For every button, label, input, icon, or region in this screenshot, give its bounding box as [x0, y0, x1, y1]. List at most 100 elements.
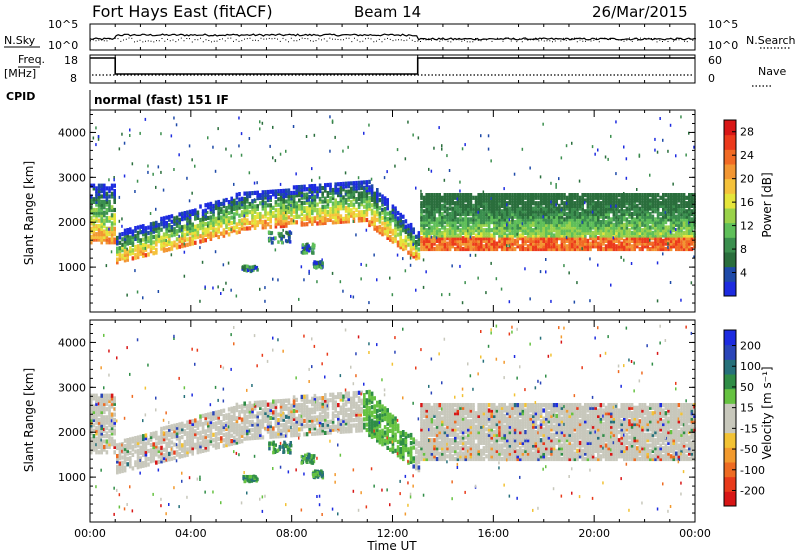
power-cell	[482, 206, 486, 211]
power-cell	[630, 217, 634, 222]
velocity-cell	[238, 404, 241, 409]
power-cell	[240, 221, 244, 226]
power-speckle	[212, 145, 214, 149]
power-cell	[586, 206, 590, 211]
power-speckle	[448, 292, 451, 296]
power-cell	[680, 225, 683, 230]
power-cell	[526, 225, 530, 230]
power-cell	[662, 201, 665, 206]
velocity-cell	[251, 419, 254, 424]
power-cell	[581, 228, 584, 233]
power-blob	[303, 247, 306, 251]
power-cell	[516, 198, 519, 203]
velocity-speckle	[264, 494, 266, 498]
power-cell	[516, 201, 519, 206]
power-cell	[584, 209, 587, 214]
power-cell	[212, 222, 215, 227]
power-cell	[597, 220, 600, 225]
power-cell	[287, 199, 291, 204]
velocity-cell	[97, 396, 101, 401]
power-speckle	[285, 149, 287, 153]
power-cell	[415, 245, 418, 250]
power-cell	[680, 193, 683, 198]
power-speckle	[357, 193, 360, 197]
power-cell	[97, 218, 101, 223]
velocity-cell	[212, 416, 215, 421]
power-cell	[441, 238, 444, 243]
power-cell	[630, 236, 634, 241]
power-cell	[422, 228, 426, 233]
velocity-speckle	[220, 501, 222, 505]
velocity-cell	[269, 421, 272, 426]
power-cell	[277, 208, 280, 213]
power-cell	[690, 233, 694, 238]
velocity-cell	[253, 430, 257, 435]
power-cell	[363, 191, 366, 196]
power-cell	[347, 192, 350, 197]
power-cell	[641, 198, 644, 203]
power-colorbar-label: Power [dB]	[760, 172, 774, 237]
velocity-cell	[97, 436, 101, 441]
power-cell	[142, 232, 145, 237]
power-cell	[334, 217, 337, 222]
velocity-cell	[149, 448, 153, 453]
velocity-cell	[162, 439, 166, 444]
power-cell	[630, 214, 634, 219]
power-cell	[321, 191, 324, 196]
power-speckle	[459, 189, 461, 193]
power-speckle	[402, 257, 404, 261]
power-cell	[555, 217, 558, 222]
power-cell	[568, 203, 571, 208]
power-cell	[454, 201, 457, 206]
power-cell	[264, 200, 267, 205]
velocity-cell	[160, 459, 163, 464]
power-cell	[360, 210, 363, 215]
velocity-cell	[152, 455, 155, 460]
power-blob	[243, 268, 246, 272]
power-cell	[578, 246, 582, 252]
power-cell	[394, 227, 397, 233]
power-cell	[373, 202, 376, 207]
velocity-cell	[105, 425, 109, 431]
velocity-cell	[282, 417, 285, 422]
power-cell	[243, 226, 246, 231]
power-cell	[300, 219, 304, 224]
power-cell	[389, 226, 392, 232]
power-cell	[662, 238, 665, 243]
velocity-speckle	[129, 485, 131, 489]
power-cell	[651, 236, 655, 241]
velocity-cell	[160, 451, 163, 456]
power-cell	[420, 214, 423, 219]
power-cell	[487, 206, 491, 211]
power-cell	[659, 220, 662, 225]
velocity-cell	[136, 454, 140, 459]
power-cell	[347, 211, 350, 216]
velocity-cell	[230, 428, 233, 433]
power-cell	[308, 189, 311, 194]
power-cell	[123, 228, 127, 233]
velocity-cell	[230, 414, 233, 419]
power-cell	[363, 204, 366, 209]
power-cell	[599, 244, 603, 249]
power-cell	[667, 193, 670, 198]
power-cell	[407, 250, 410, 255]
power-cell	[97, 229, 101, 234]
velocity-cell	[274, 423, 278, 428]
power-cell	[511, 198, 514, 203]
power-speckle	[680, 115, 682, 119]
power-cell	[565, 244, 569, 249]
power-cell	[155, 237, 158, 242]
power-cell	[248, 191, 252, 196]
power-cell	[532, 220, 535, 225]
power-cell	[630, 230, 634, 235]
power-cell	[662, 198, 665, 203]
power-cell	[529, 217, 532, 222]
velocity-cell	[121, 463, 124, 468]
power-cell	[448, 228, 452, 233]
power-cell	[321, 199, 324, 204]
velocity-cell	[110, 425, 114, 431]
velocity-speckle	[196, 348, 199, 352]
velocity-speckle	[113, 486, 115, 490]
power-cell	[97, 205, 101, 210]
power-cell	[454, 238, 457, 243]
